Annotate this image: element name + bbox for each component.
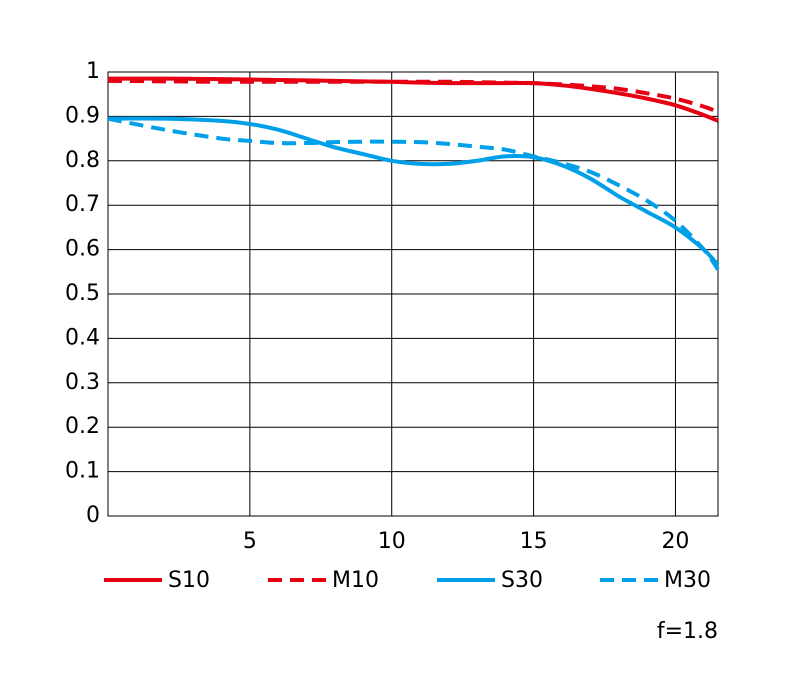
legend-label: M10 xyxy=(332,568,379,593)
legend-label: S30 xyxy=(501,568,543,593)
y-tick-label: 0.4 xyxy=(65,325,100,350)
y-tick-label: 0.5 xyxy=(65,281,100,306)
y-tick-label: 0.1 xyxy=(65,459,100,484)
legend-label: M30 xyxy=(664,568,711,593)
series-line xyxy=(107,76,719,123)
series-line xyxy=(107,116,720,271)
y-tick-label: 0.8 xyxy=(65,148,100,173)
legend-label: S10 xyxy=(168,568,210,593)
y-tick-label: 0.6 xyxy=(65,237,100,262)
x-tick-label: 15 xyxy=(520,529,548,554)
y-tick-label: 0.3 xyxy=(65,370,100,395)
x-tick-label: 20 xyxy=(661,529,689,554)
y-tick-label: 0.7 xyxy=(65,192,100,217)
plot-frame xyxy=(107,71,719,517)
y-tick-label: 0.2 xyxy=(65,414,100,439)
series-line xyxy=(107,78,719,114)
y-tick-label: 0 xyxy=(86,503,100,528)
x-tick-label: 10 xyxy=(378,529,406,554)
series-line xyxy=(107,116,720,267)
y-tick-label: 0.9 xyxy=(65,103,100,128)
x-tick-label: 5 xyxy=(243,529,257,554)
y-tick-label: 1 xyxy=(86,59,100,84)
annotation: f=1.8 xyxy=(657,619,718,644)
